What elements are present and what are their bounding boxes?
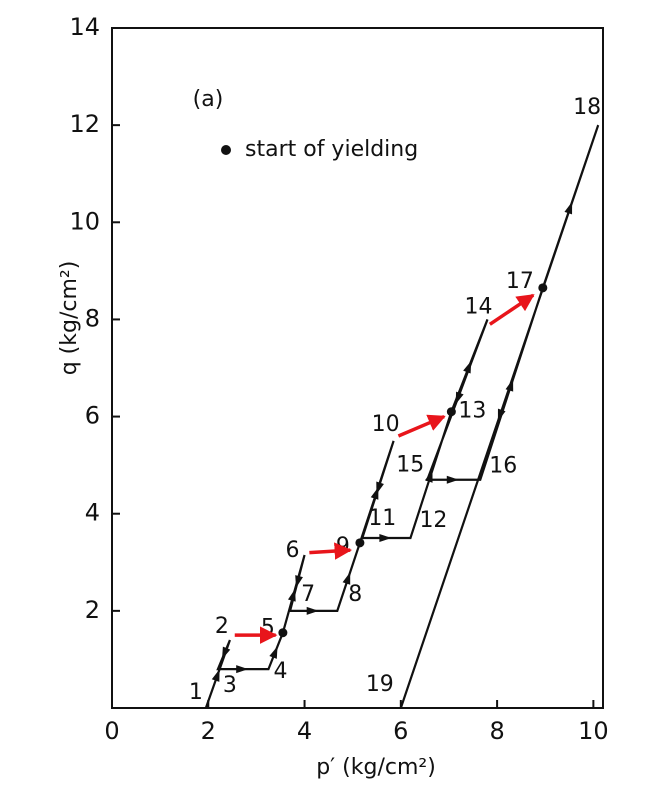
- direction-arrow: [505, 379, 514, 392]
- direction-arrow: [446, 475, 459, 484]
- x-tick-label: 10: [578, 717, 609, 745]
- y-tick-label: 2: [85, 596, 100, 624]
- legend-marker: [221, 145, 231, 155]
- point-label: 15: [396, 453, 424, 478]
- annotation: (a): [193, 87, 224, 112]
- direction-arrow: [236, 665, 249, 674]
- point-label: 12: [419, 508, 447, 533]
- point-label: 13: [458, 399, 486, 424]
- direction-arrow: [424, 470, 433, 483]
- point-label: 3: [223, 673, 237, 698]
- red-arrow: [488, 293, 535, 326]
- direction-arrow: [342, 572, 351, 585]
- direction-arrow: [463, 360, 472, 374]
- direction-arrow: [306, 606, 319, 615]
- red-arrow: [397, 414, 446, 438]
- x-tick-label: 8: [489, 717, 504, 745]
- direction-arrow: [269, 646, 278, 659]
- direction-arrow: [497, 408, 506, 422]
- point-label: 14: [464, 294, 492, 319]
- yield-point: [278, 628, 288, 638]
- point-label: 2: [215, 614, 229, 639]
- point-label: 10: [372, 412, 400, 437]
- yield-point: [538, 283, 548, 293]
- direction-arrow: [376, 481, 384, 495]
- x-tick-label: 4: [297, 717, 312, 745]
- point-label: 8: [348, 582, 362, 607]
- point-label: 18: [573, 95, 601, 120]
- x-axis-label: p′ (kg/cm²): [316, 755, 436, 780]
- stress-path: [204, 124, 600, 709]
- point-label: 19: [366, 672, 394, 697]
- point-label: 6: [286, 538, 300, 563]
- yield-point: [446, 407, 456, 417]
- y-axis-label: q (kg/cm²): [57, 261, 82, 376]
- point-label: 5: [261, 616, 275, 641]
- direction-arrow: [455, 391, 464, 405]
- y-tick-label: 4: [85, 499, 100, 527]
- y-tick-label: 10: [69, 207, 100, 235]
- point-label: 9: [336, 534, 350, 559]
- y-tick-label: 8: [85, 304, 100, 332]
- x-tick-label: 0: [104, 717, 119, 745]
- legend-label: start of yielding: [245, 137, 418, 162]
- plot-frame: [111, 27, 604, 709]
- point-label: 1: [189, 680, 203, 705]
- y-tick-label: 14: [69, 13, 100, 41]
- point-label: 4: [273, 659, 287, 684]
- x-tick-label: 2: [201, 717, 216, 745]
- red-arrow: [309, 542, 353, 560]
- point-label: 17: [506, 269, 534, 294]
- point-label: 7: [301, 582, 315, 607]
- direction-arrow: [379, 534, 392, 542]
- point-label: 16: [489, 454, 517, 479]
- yield-point: [355, 538, 365, 548]
- x-tick-label: 6: [393, 717, 408, 745]
- direction-arrow: [564, 201, 573, 215]
- point-label: 11: [368, 506, 396, 531]
- y-tick-label: 12: [69, 110, 100, 138]
- direction-arrow: [222, 646, 231, 660]
- direction-arrow: [295, 575, 303, 588]
- y-tick-label: 6: [85, 402, 100, 430]
- direction-arrow: [211, 669, 220, 682]
- direction-arrow: [287, 589, 296, 602]
